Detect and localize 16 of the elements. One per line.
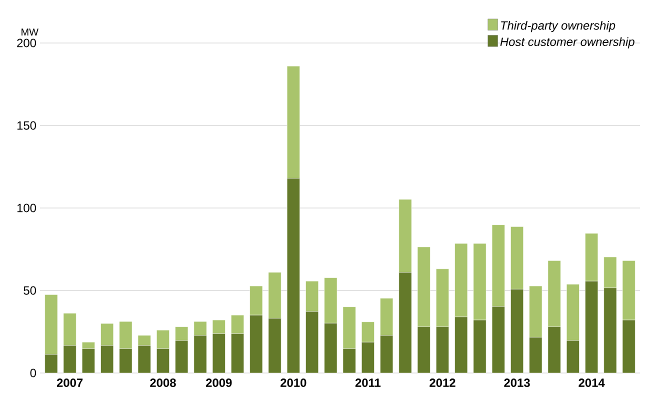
x-tick-label: 2013	[504, 378, 530, 388]
legend-label: Host customer ownership	[500, 37, 634, 48]
x-tick-label: 2008	[150, 378, 176, 387]
y-tick-label: 150	[17, 121, 36, 130]
x-tick-label: 2012	[430, 378, 456, 387]
y-tick-label: 200	[17, 38, 36, 48]
y-axis-title: MW	[22, 28, 38, 36]
x-tick-label: 2014	[578, 378, 605, 387]
legend-label: Third-party ownership	[501, 20, 616, 32]
x-tick-label: 2009	[206, 378, 232, 387]
x-tick-label: 2007	[56, 378, 83, 387]
y-tick-label: 0	[30, 368, 36, 378]
y-tick-label: 100	[17, 204, 36, 212]
y-tick-label: 50	[24, 286, 36, 295]
x-tick-label: 2010	[280, 378, 306, 387]
x-tick-label: 2011	[355, 378, 381, 387]
